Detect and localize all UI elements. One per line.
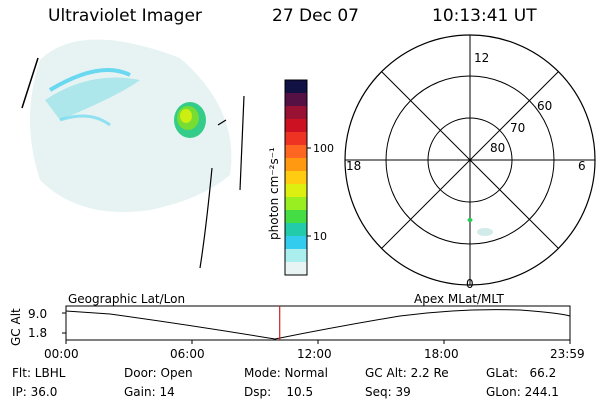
- info-mode: Mode: Normal: [244, 366, 328, 380]
- info-glat: GLat: 66.2: [486, 366, 557, 380]
- timeline-axis-label: GC Alt: [9, 308, 23, 346]
- timeline-xtick-0000: 00:00: [44, 347, 79, 361]
- colorbar-segment: [285, 262, 307, 276]
- colorbar-segment: [285, 184, 307, 198]
- timeline-xtick-2359: 23:59: [550, 347, 585, 361]
- timeline-plot: [62, 305, 571, 344]
- mlt-label-0: 0: [466, 277, 474, 291]
- colorbar-segment: [285, 236, 307, 250]
- colorbar-segment: [285, 93, 307, 107]
- colorbar-segment: [285, 158, 307, 172]
- date-label: 27 Dec 07: [272, 6, 359, 26]
- colorbar-segment: [285, 223, 307, 237]
- lat-label-60: 60: [537, 99, 552, 113]
- info-seq: Seq: 39: [365, 385, 411, 399]
- colorbar-segment: [285, 171, 307, 185]
- colorbar-segment: [285, 249, 307, 263]
- colorbar-segment: [285, 106, 307, 120]
- polar-plot: 12 18 6 0 60 70 80: [344, 34, 596, 291]
- colorbar-frame: [284, 79, 308, 276]
- info-glon: GLon: 244.1: [486, 385, 559, 399]
- colorbar-units-label: photon cm⁻²s⁻¹: [267, 147, 281, 240]
- uv-earth-image: [21, 39, 245, 269]
- lat-label-80: 80: [490, 141, 505, 155]
- info-gain: Gain: 14: [124, 385, 175, 399]
- timeline-left-title: Geographic Lat/Lon: [68, 292, 185, 306]
- timeline-xtick-1800: 18:00: [424, 347, 459, 361]
- colorbar-segment: [285, 132, 307, 146]
- colorbar-segment: [285, 119, 307, 133]
- info-ip: IP: 36.0: [12, 385, 58, 399]
- time-label: 10:13:41 UT: [432, 6, 537, 26]
- colorbar-segment: [285, 145, 307, 159]
- lat-label-70: 70: [510, 121, 525, 135]
- info-flt: Flt: LBHL: [12, 366, 66, 380]
- colorbar-segment: [285, 210, 307, 224]
- timeline-ytick-1-8: 1.8: [28, 326, 47, 340]
- mlt-label-12: 12: [474, 51, 489, 65]
- mlt-label-6: 6: [578, 159, 586, 173]
- info-door: Door: Open: [124, 366, 193, 380]
- timeline-ytick-9: 9.0: [28, 307, 47, 321]
- timeline-right-title: Apex MLat/MLT: [414, 292, 504, 306]
- info-gc-alt: GC Alt: 2.2 Re: [365, 366, 449, 380]
- timeline-xtick-1200: 12:00: [297, 347, 332, 361]
- colorbar-tick-label-100: 100: [313, 142, 334, 155]
- timeline-xtick-0600: 06:00: [170, 347, 205, 361]
- colorbar: [285, 80, 307, 276]
- app-title: Ultraviolet Imager: [48, 6, 202, 26]
- colorbar-segment: [285, 197, 307, 211]
- colorbar-segment: [285, 80, 307, 94]
- mlt-label-18: 18: [346, 159, 361, 173]
- colorbar-tick-label-10: 10: [313, 230, 327, 243]
- info-dsp: Dsp: 10.5: [244, 385, 314, 399]
